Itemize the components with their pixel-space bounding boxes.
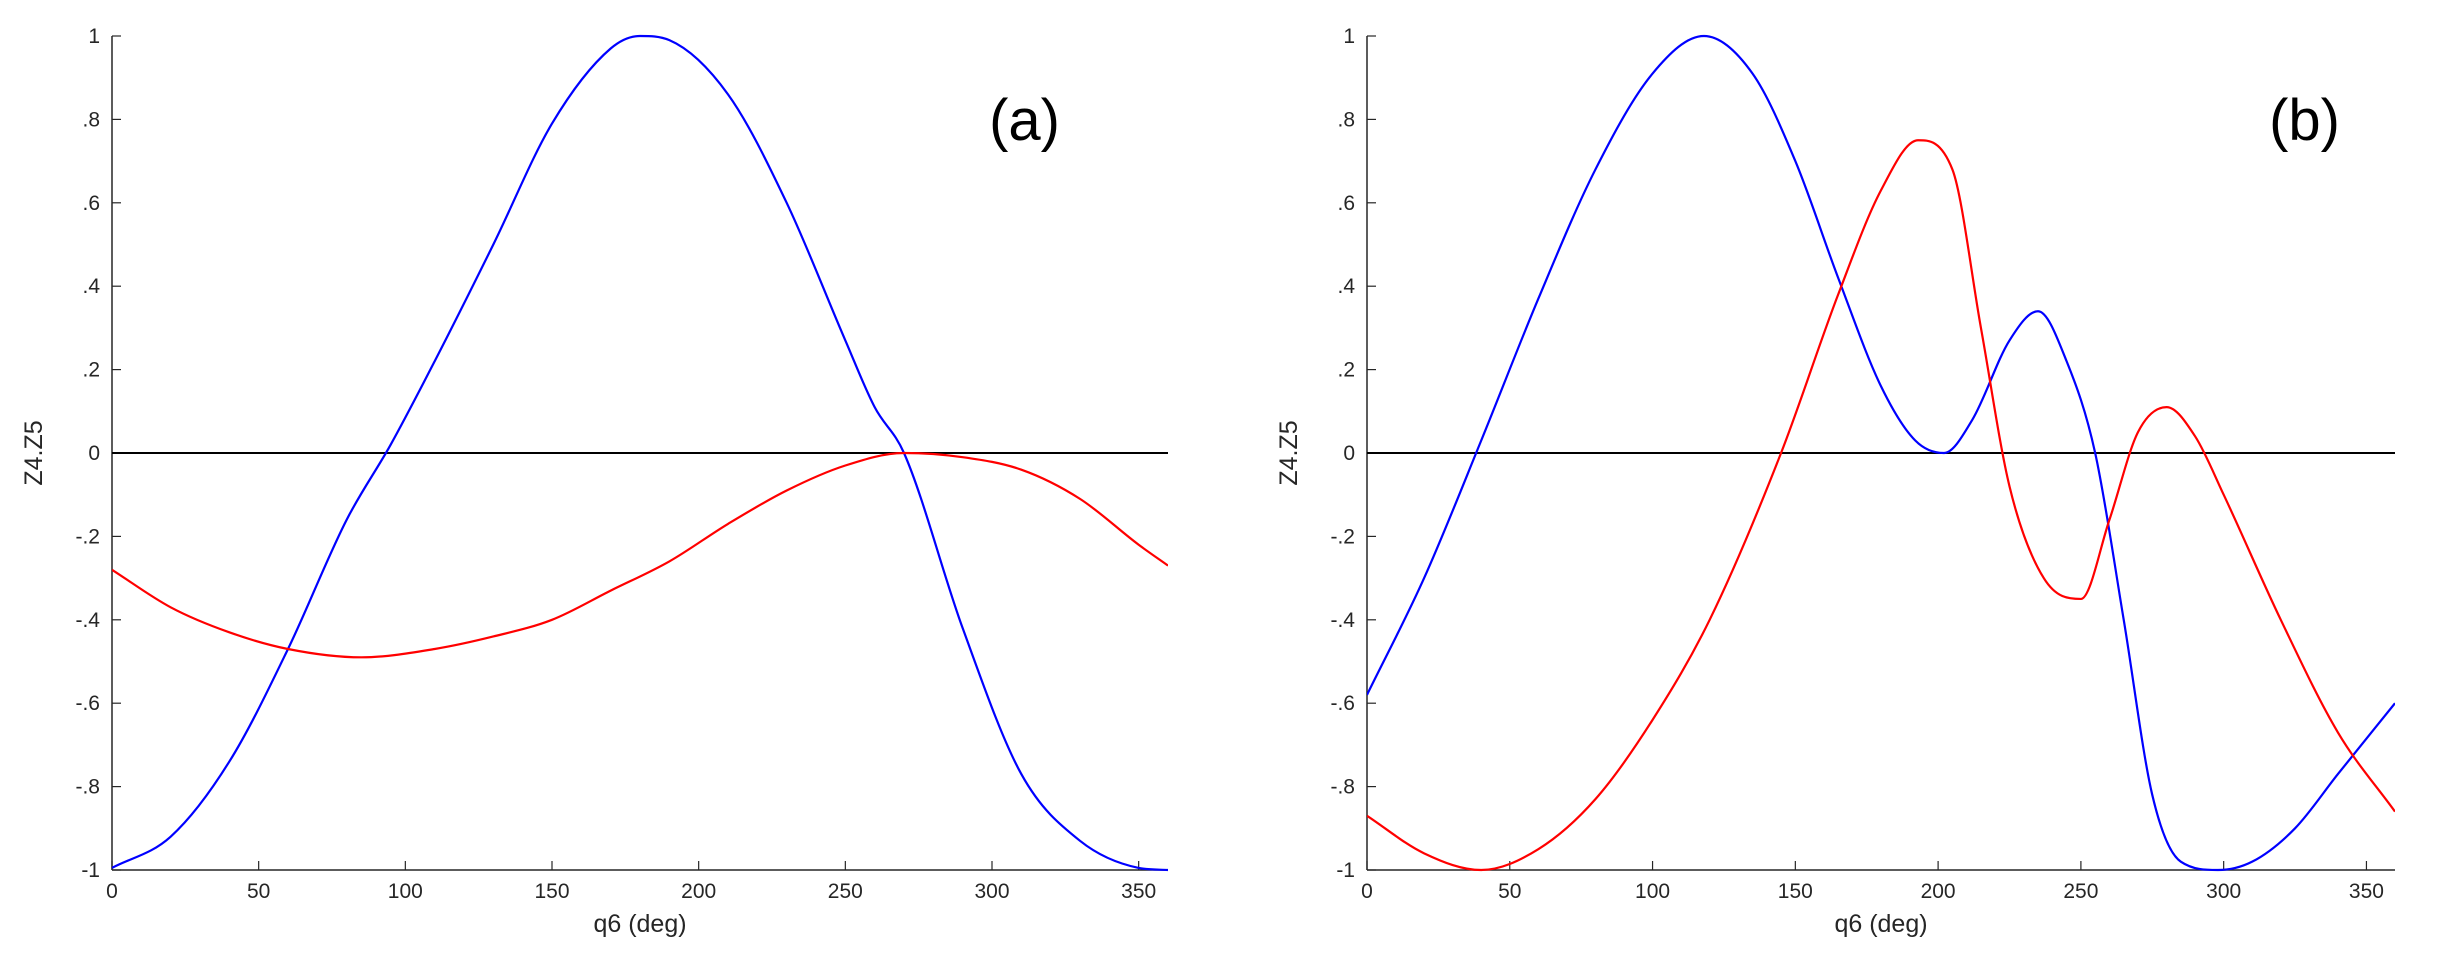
y-tick-label: -.8 <box>1330 776 1355 799</box>
y-tick-label: 1 <box>1343 25 1355 48</box>
y-tick-label: 1 <box>88 25 100 48</box>
y-tick-label: -.2 <box>1330 525 1355 548</box>
y-tick-label: -.6 <box>75 692 100 715</box>
y-tick-label: .6 <box>1337 192 1355 215</box>
x-tick-label: 0 <box>106 880 118 903</box>
panel-b: 0 50 100 150 200 250 300 350 -1 -.8 -.6 -.4 -.2 0 .2 .4… <box>1275 25 2395 938</box>
y-tick-label: .2 <box>82 359 100 382</box>
x-tick-label: 200 <box>681 880 716 903</box>
y-axis-label: Z4.Z5 <box>1275 420 1303 485</box>
y-tick-label: -.6 <box>1330 692 1355 715</box>
x-tick-label: 100 <box>388 880 423 903</box>
x-tick-label: 350 <box>2349 880 2384 903</box>
y-tick-label: .4 <box>82 275 100 298</box>
x-tick-label: 150 <box>1778 880 1813 903</box>
y-tick-label: -.4 <box>75 609 100 632</box>
x-axis-label: q6 (deg) <box>593 910 686 938</box>
red-series-line <box>112 451 1168 659</box>
y-tick-label: 0 <box>1343 442 1355 465</box>
panel-a: 0 50 100 150 200 250 300 350 -1 -.8 -.6 -.4 -.2 0 .2 .4… <box>20 25 1168 938</box>
panel-annotation: (b) <box>2269 88 2340 153</box>
x-tick-label: 100 <box>1635 880 1670 903</box>
x-tick-label: 50 <box>247 880 270 903</box>
x-tick-label: 200 <box>1921 880 1956 903</box>
x-tick-label: 50 <box>1498 880 1521 903</box>
y-tick-label: -.4 <box>1330 609 1355 632</box>
y-tick-label: -1 <box>81 859 100 882</box>
y-tick-label: 0 <box>88 442 100 465</box>
y-axis-label: Z4.Z5 <box>20 420 48 485</box>
y-tick-label: .2 <box>1337 359 1355 382</box>
y-tick-label: .8 <box>1337 108 1355 131</box>
y-tick-label: .8 <box>82 108 100 131</box>
y-tick-label: -1 <box>1336 859 1355 882</box>
x-axis-label: q6 (deg) <box>1834 910 1927 938</box>
blue-series-line <box>1367 34 2395 872</box>
x-tick-label: 250 <box>2063 880 2098 903</box>
y-tick-label: .6 <box>82 192 100 215</box>
x-tick-label: 0 <box>1361 880 1373 903</box>
x-tick-label: 150 <box>534 880 569 903</box>
x-tick-label: 300 <box>2206 880 2241 903</box>
x-tick-label: 250 <box>828 880 863 903</box>
y-tick-label: -.2 <box>75 525 100 548</box>
panel-annotation: (a) <box>989 88 1060 153</box>
y-tick-label: .4 <box>1337 275 1355 298</box>
x-tick-label: 300 <box>974 880 1009 903</box>
x-tick-label: 350 <box>1121 880 1156 903</box>
y-tick-label: -.8 <box>75 776 100 799</box>
red-series-line <box>1367 139 2395 872</box>
blue-series-line <box>112 34 1168 872</box>
